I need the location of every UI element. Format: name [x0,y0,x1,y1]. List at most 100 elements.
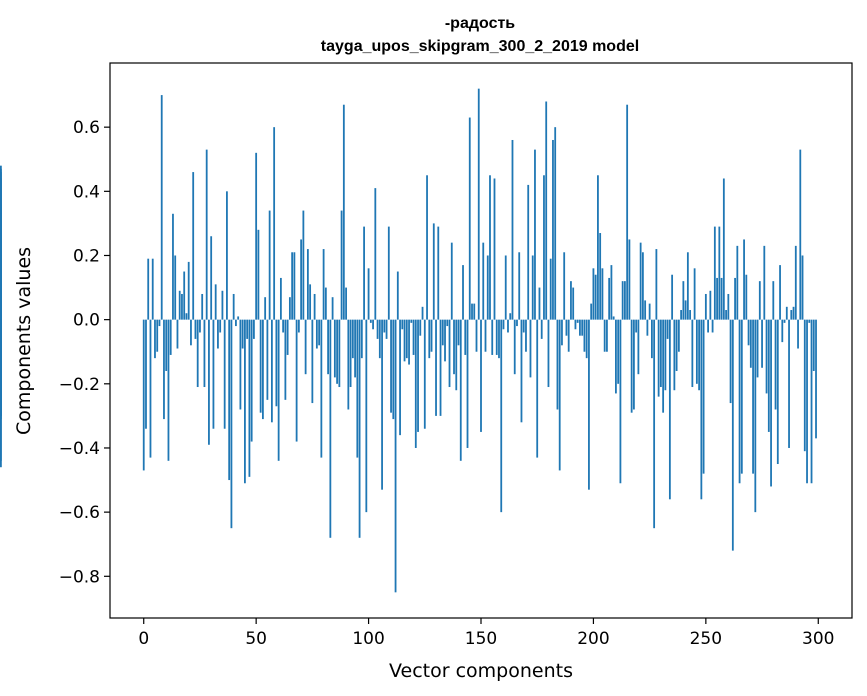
bar-0 [142,319,145,471]
bar-102 [372,319,374,330]
bar-154 [489,175,491,320]
bar-52 [259,319,262,413]
bar-95 [356,319,359,458]
bar-160 [502,319,505,330]
bar-undefined [0,233,2,320]
bar-249 [702,319,705,474]
bar-225 [648,303,651,320]
bar-60 [277,319,280,461]
bar-162 [507,319,509,333]
bar-253 [711,319,714,333]
bar-53 [262,319,264,420]
bar-269 [747,319,750,346]
bar-252 [709,290,712,320]
bar-222 [641,252,644,320]
bar-15 [176,319,179,349]
bar-176 [538,287,541,320]
bar-145 [468,117,471,320]
bar-298 [812,319,815,371]
bar-179 [545,101,548,320]
y-tick-label-6: 0.4 [73,182,100,202]
bar-242 [686,252,689,320]
bar-219 [635,319,638,333]
bar-203 [599,233,602,320]
bar-22 [192,172,195,320]
x-tick-label-250: 250 [690,629,722,649]
bar-164 [511,139,514,320]
bar-214 [624,281,626,320]
bar-5 [154,319,156,359]
bar-271 [752,319,754,474]
bar-55 [266,319,269,400]
bar-135 [446,319,449,327]
bar-293 [801,255,804,320]
chart-subtitle: tayga_upos_skipgram_300_2_2019 model [321,38,639,55]
bar-78 [318,319,321,346]
bar-119 [410,319,413,323]
bar-73 [306,249,309,320]
bar-186 [561,319,563,346]
bar-262 [731,319,734,551]
bar-237 [675,319,678,371]
bar-48 [250,319,253,442]
x-tick-label-50: 50 [245,629,267,649]
bar-series [0,88,817,593]
bar-9 [163,319,165,420]
bar-156 [493,178,496,320]
bar-200 [592,268,595,320]
bar-44 [241,319,244,349]
bar-165 [513,319,516,375]
bar-198 [588,319,590,490]
bar-16 [178,290,181,320]
bar-157 [495,319,498,355]
bar-190 [570,281,572,320]
bar-296 [808,319,811,323]
bar-201 [594,274,597,320]
bar-112 [394,319,397,593]
bar-238 [677,319,680,352]
bar-104 [376,319,379,339]
bar-130 [435,319,437,416]
bar-114 [399,319,401,436]
bar-181 [549,258,552,320]
bar-41 [235,319,237,327]
bar-182 [552,139,554,320]
bar-168 [520,319,523,423]
bar-19 [185,313,188,320]
bar-207 [608,277,611,320]
bar-34 [219,319,222,333]
bar-29 [208,319,210,445]
bar-58 [273,127,276,320]
bar-263 [734,277,736,320]
bar-25 [199,319,201,333]
bar-17 [181,293,183,320]
bar-239 [680,310,683,320]
bar-23 [194,319,197,339]
bar-174 [534,149,536,320]
bar-210 [615,319,617,394]
bar-47 [248,319,251,477]
bar-85 [333,319,336,378]
bar-108 [385,319,388,339]
bar-196 [583,319,586,352]
bar-197 [585,319,588,359]
y-tick-label-1: −0.6 [59,503,100,523]
bar-40 [232,293,235,320]
bar-24 [196,319,199,388]
bar-209 [612,316,615,320]
bar-132 [439,319,442,416]
bar-146 [471,303,473,320]
bar-45 [244,319,246,484]
bar-256 [718,226,721,320]
bar-110 [390,319,392,413]
bar-202 [597,175,599,320]
bar-94 [354,319,356,378]
bar-69 [297,319,300,333]
bar-215 [626,104,629,320]
bar-221 [639,242,642,320]
bar-297 [810,319,813,484]
bar-27 [203,319,206,388]
bar-254 [713,226,716,320]
bar-127 [428,319,431,359]
